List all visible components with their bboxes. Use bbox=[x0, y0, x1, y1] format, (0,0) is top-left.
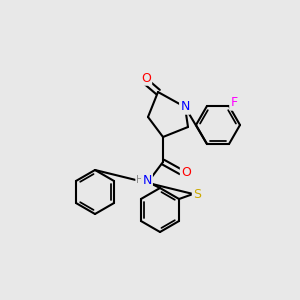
Text: S: S bbox=[193, 188, 201, 200]
Text: O: O bbox=[181, 166, 191, 178]
Text: N: N bbox=[180, 100, 190, 113]
Text: H: H bbox=[136, 175, 144, 185]
Text: F: F bbox=[230, 96, 238, 110]
Text: N: N bbox=[142, 173, 152, 187]
Text: O: O bbox=[141, 71, 151, 85]
